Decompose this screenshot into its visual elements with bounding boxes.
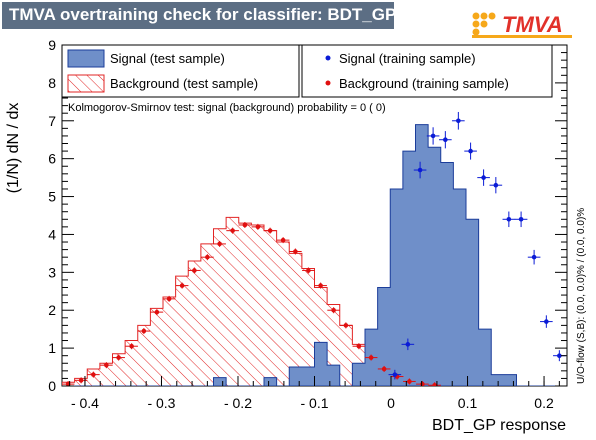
background-train-point xyxy=(213,240,226,247)
tmva-logo: TMVA xyxy=(472,12,572,38)
background-train-point xyxy=(238,221,252,228)
y-tick-label: 0 xyxy=(48,378,56,394)
legend-background-train-marker xyxy=(325,80,331,86)
background-train-point xyxy=(74,377,88,384)
y-tick-label: 1 xyxy=(48,340,56,356)
background-train-point xyxy=(201,254,214,261)
signal-train-point xyxy=(413,161,427,179)
background-train-point xyxy=(289,248,302,255)
signal-train-point xyxy=(401,338,415,351)
signal-train-point xyxy=(388,369,402,380)
signal-test-histogram xyxy=(62,124,567,386)
legend-train-box xyxy=(301,44,553,98)
background-train-point xyxy=(302,267,315,274)
logo-dots-icon xyxy=(472,12,572,38)
legend-signal-test-swatch xyxy=(67,49,105,68)
background-train-point xyxy=(150,309,164,316)
background-train-point xyxy=(428,382,441,386)
signal-train-point xyxy=(464,142,477,160)
legend-background-test-swatch xyxy=(67,74,105,93)
x-tick-label: 0.2 xyxy=(534,395,554,411)
background-train-point xyxy=(162,295,176,302)
background-train-point xyxy=(188,267,201,274)
legend-signal-train-marker xyxy=(325,55,331,61)
x-tick-label: - 0.2 xyxy=(224,395,252,411)
legend-background-test-label: Background (test sample) xyxy=(110,76,258,91)
logo-rest: MVA xyxy=(515,12,562,37)
signal-train-point xyxy=(439,131,452,149)
background-train-point xyxy=(175,282,189,289)
background-train-point xyxy=(112,354,125,361)
y-tick-label: 2 xyxy=(48,302,56,318)
background-train-point xyxy=(403,378,416,385)
background-train-point xyxy=(226,227,239,234)
signal-train-point xyxy=(502,211,516,228)
x-tick-label: 0 xyxy=(387,395,395,411)
signal-train-point xyxy=(489,177,503,194)
background-train-point xyxy=(251,223,265,230)
background-train-point xyxy=(327,307,340,314)
signal-train-point xyxy=(540,315,553,328)
legend-signal-train-label: Signal (training sample) xyxy=(339,51,476,66)
background-train-point xyxy=(100,362,113,369)
background-train-point xyxy=(87,371,100,378)
background-train-point xyxy=(276,237,290,244)
signal-train-point xyxy=(452,111,465,130)
svg-text:TMVA: TMVA xyxy=(502,12,563,37)
signal-train-point xyxy=(514,211,528,228)
y-tick-label: 6 xyxy=(48,151,56,167)
y-axis-label: (1/N) dN / dx xyxy=(5,103,22,194)
x-axis-label: BDT_GP response xyxy=(432,417,566,434)
background-train-point xyxy=(263,227,277,234)
overflow-note: U/O-flow (S,B): (0.0, 0.0)% / (0.0, 0.0)… xyxy=(576,208,587,384)
x-tick-label: - 0.1 xyxy=(300,395,328,411)
y-tick-label: 3 xyxy=(48,264,56,280)
background-train-point xyxy=(377,365,391,372)
x-tick-label: - 0.4 xyxy=(71,395,99,411)
y-tick-label: 7 xyxy=(48,113,56,129)
y-tick-label: 9 xyxy=(48,37,56,53)
background-train-point xyxy=(364,354,378,361)
y-tick-label: 5 xyxy=(48,189,56,205)
title-box: TMVA overtraining check for classifier: … xyxy=(2,2,397,29)
background-train-point xyxy=(339,322,353,329)
y-tick-label: 4 xyxy=(48,226,56,242)
signal-train-point xyxy=(426,127,440,145)
signal-train-point xyxy=(527,249,541,265)
x-tick-label: - 0.3 xyxy=(147,395,175,411)
chart-title: TMVA overtraining check for classifier: … xyxy=(9,5,397,24)
y-tick-label: 8 xyxy=(48,75,56,91)
legend-background-train-label: Background (training sample) xyxy=(339,76,509,91)
ks-test-text: Kolmogorov-Smirnov test: signal (backgro… xyxy=(68,102,386,114)
background-train-point xyxy=(137,328,151,335)
signal-train-point xyxy=(477,169,490,186)
background-train-point xyxy=(125,343,138,350)
x-tick-label: 0.1 xyxy=(458,395,478,411)
background-train-point xyxy=(314,282,327,289)
legend-signal-test-label: Signal (test sample) xyxy=(110,51,225,66)
logo-t: T xyxy=(502,12,517,37)
background-train-point xyxy=(352,343,366,350)
